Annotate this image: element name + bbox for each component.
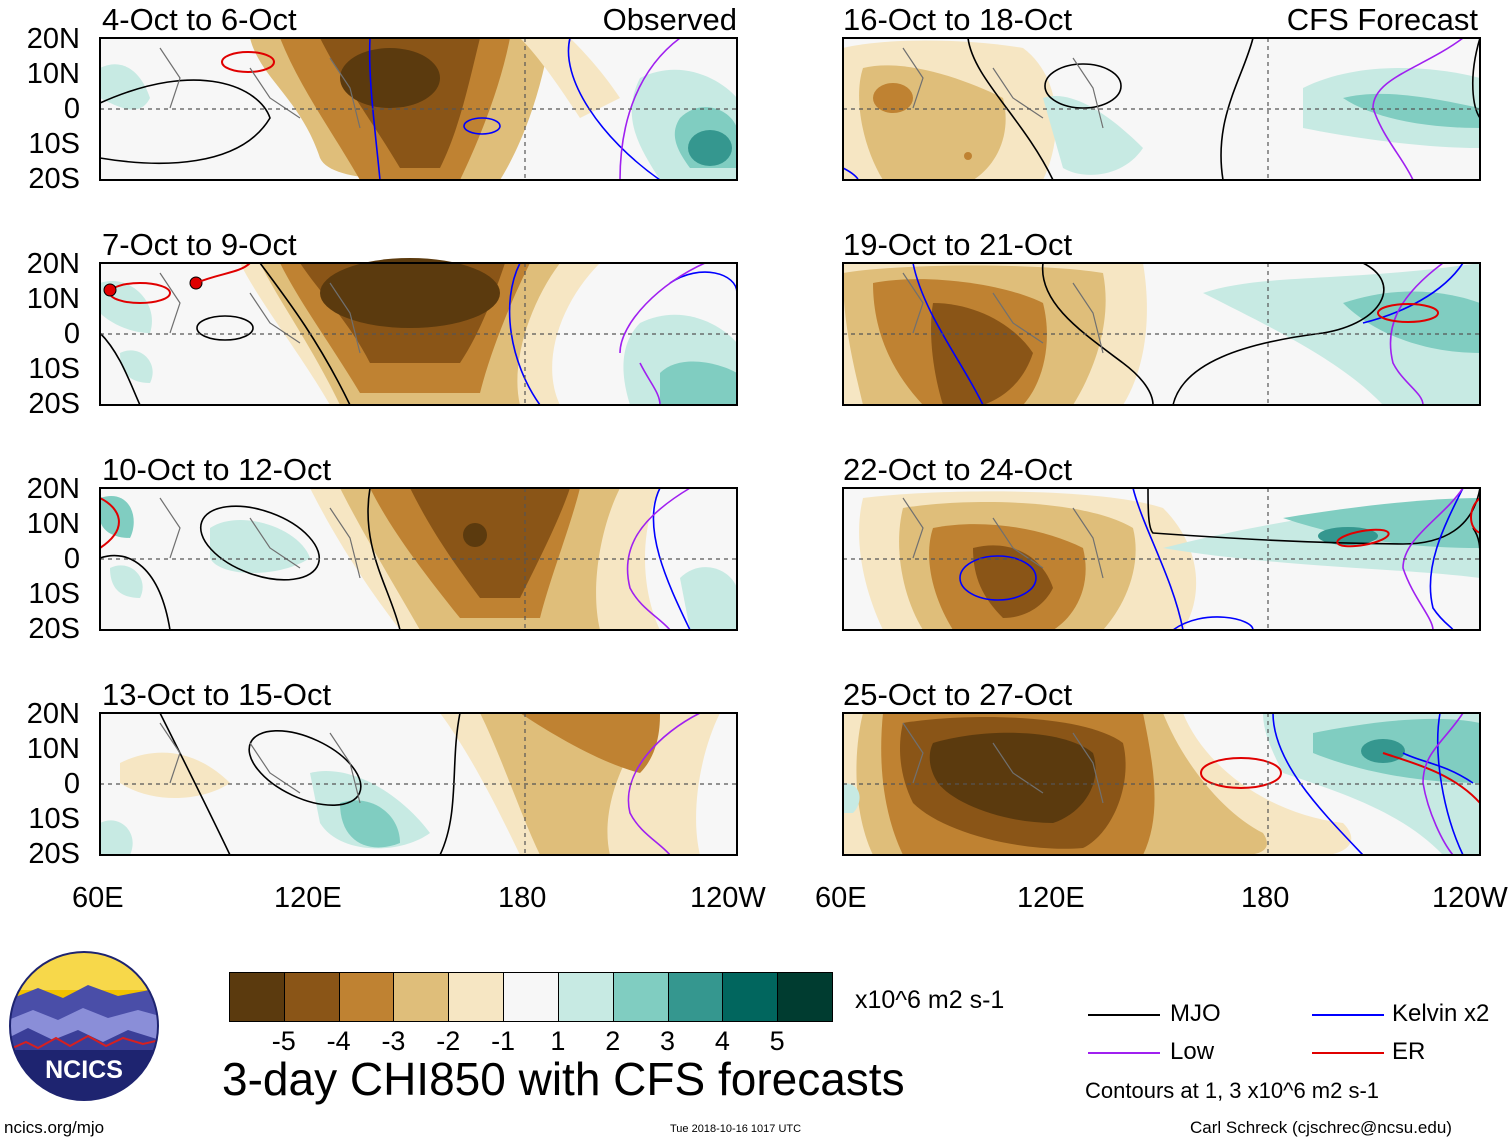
footer-credit: Carl Schreck (cjschrec@ncsu.edu) xyxy=(1190,1118,1452,1137)
lat-label: 10S xyxy=(28,128,80,160)
lat-label: 10N xyxy=(26,508,80,540)
lat-label: 0 xyxy=(63,543,80,575)
footer-timestamp: Tue 2018-10-16 1017 UTC xyxy=(670,1123,802,1135)
figure-title: 3-day CHI850 with CFS forecasts xyxy=(222,1053,905,1105)
lat-label: 10N xyxy=(26,733,80,765)
lat-label: 20S xyxy=(28,163,80,195)
lat-label: 10S xyxy=(28,803,80,835)
lat-label: 20S xyxy=(28,388,80,420)
lat-label: 10S xyxy=(28,578,80,610)
colorbar-label: -1 xyxy=(491,1026,516,1056)
panel-title: 19-Oct to 21-Oct xyxy=(843,227,1073,262)
colorbar-swatch xyxy=(503,972,559,1022)
observed-label: Observed xyxy=(602,2,737,37)
legend-line-er xyxy=(1312,1052,1384,1054)
lon-label: 120W xyxy=(1432,882,1508,914)
colorbar-swatch xyxy=(448,972,505,1022)
colorbar-label: 3 xyxy=(660,1026,676,1056)
lat-label: 10N xyxy=(26,283,80,315)
lat-label: 10N xyxy=(26,58,80,90)
lat-label: 20S xyxy=(28,613,80,645)
colorbar-label: -4 xyxy=(326,1026,351,1056)
lat-label: 20N xyxy=(26,248,80,280)
lon-label: 60E xyxy=(815,882,867,914)
panel-title: 13-Oct to 15-Oct xyxy=(102,677,332,712)
lat-label: 20N xyxy=(26,473,80,505)
lon-label: 120W xyxy=(690,882,766,914)
map-panel-6 xyxy=(842,262,1481,406)
lat-label: 0 xyxy=(63,318,80,350)
colorbar-label: 4 xyxy=(714,1026,730,1056)
legend-label-mjo: MJO xyxy=(1170,1000,1221,1027)
lon-label: 180 xyxy=(1241,882,1290,914)
legend-label-er: ER xyxy=(1392,1038,1426,1065)
colorbar-units: x10^6 m2 s-1 xyxy=(855,986,1005,1014)
panel-title: 4-Oct to 6-Oct xyxy=(102,2,297,37)
panel-title: 7-Oct to 9-Oct xyxy=(102,227,297,262)
panel-title: 22-Oct to 24-Oct xyxy=(843,452,1073,487)
legend-line-kelvin xyxy=(1312,1014,1384,1016)
colorbar-swatch xyxy=(722,972,779,1022)
legend-label-low: Low xyxy=(1170,1038,1215,1065)
lat-label: 20N xyxy=(26,23,80,55)
legend-line-low xyxy=(1088,1052,1160,1054)
colorbar-swatch xyxy=(612,972,669,1022)
map-panel-4 xyxy=(99,712,738,856)
colorbar-swatch xyxy=(557,972,614,1022)
panel-title: 16-Oct to 18-Oct xyxy=(843,2,1073,37)
legend-note: Contours at 1, 3 x10^6 m2 s-1 xyxy=(1085,1078,1380,1103)
colorbar-swatch xyxy=(393,972,450,1022)
map-panel-7 xyxy=(842,487,1481,631)
colorbar-swatch xyxy=(338,972,395,1022)
legend-line-mjo xyxy=(1088,1014,1160,1016)
colorbar-swatch xyxy=(777,972,833,1022)
colorbar-label: 5 xyxy=(769,1026,785,1056)
map-panel-2 xyxy=(99,258,738,406)
colorbar-label: -3 xyxy=(381,1026,406,1056)
map-panel-3 xyxy=(99,487,738,631)
forecast-label: CFS Forecast xyxy=(1286,2,1478,37)
map-panel-8 xyxy=(842,712,1481,856)
map-panel-5 xyxy=(842,37,1481,181)
lon-label: 120E xyxy=(1017,882,1085,914)
colorbar-label: 1 xyxy=(550,1026,566,1056)
panel-title: 10-Oct to 12-Oct xyxy=(102,452,332,487)
lat-label: 0 xyxy=(63,768,80,800)
lat-label: 20N xyxy=(26,698,80,730)
legend-label-kelvin: Kelvin x2 xyxy=(1392,1000,1490,1027)
lon-label: 120E xyxy=(274,882,342,914)
lon-label: 60E xyxy=(72,882,124,914)
colorbar-swatch xyxy=(667,972,724,1022)
panel-title: 25-Oct to 27-Oct xyxy=(843,677,1073,712)
ncics-logo: NCICS xyxy=(9,951,159,1101)
colorbar-swatch xyxy=(283,972,340,1022)
colorbar-swatch xyxy=(229,972,285,1022)
footer-url: ncics.org/mjo xyxy=(4,1118,105,1137)
lat-label: 0 xyxy=(63,93,80,125)
colorbar-label: -2 xyxy=(436,1026,461,1056)
lat-label: 20S xyxy=(28,838,80,870)
colorbar-label: 2 xyxy=(605,1026,621,1056)
lat-label: 10S xyxy=(28,353,80,385)
map-panel-1 xyxy=(99,37,738,181)
lon-label: 180 xyxy=(498,882,547,914)
logo-text: NCICS xyxy=(45,1056,123,1084)
colorbar-label: -5 xyxy=(271,1026,296,1056)
